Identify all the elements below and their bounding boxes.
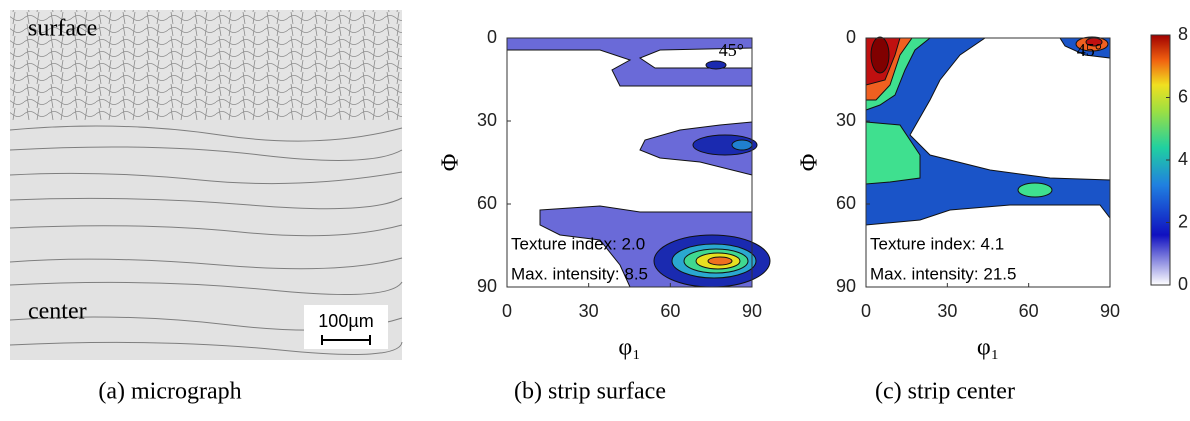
colorbar-tick-label: 4	[1178, 149, 1188, 169]
x-axis-label: φ₁	[618, 335, 640, 361]
scale-bar-box	[304, 305, 388, 349]
y-tick-label: 60	[836, 193, 856, 213]
plot-frame	[506, 37, 753, 288]
y-tick-label: 60	[477, 193, 497, 213]
colorbar-tick-label: 6	[1178, 86, 1188, 106]
scale-bar-label: 100µm	[318, 311, 373, 331]
x-tick-label: 0	[502, 301, 512, 321]
x-tick-label: 90	[742, 301, 762, 321]
angle-label: 45°	[1077, 40, 1102, 60]
odf-center	[865, 36, 1111, 226]
x-tick-label: 0	[861, 301, 871, 321]
texture-index: Texture index: 2.0	[511, 234, 645, 253]
y-tick-label: 30	[836, 110, 856, 130]
x-tick-label: 60	[660, 301, 680, 321]
max-intensity: Max. intensity: 21.5	[870, 264, 1016, 283]
colorbar-tick-label: 0	[1178, 274, 1188, 294]
y-tick-label: 90	[477, 276, 497, 296]
caption: (a) micrograph	[98, 379, 241, 405]
label: surface	[28, 16, 97, 42]
texture-index: Texture index: 4.1	[870, 234, 1004, 253]
x-tick-label: 30	[579, 301, 599, 321]
plot-frame	[865, 37, 1111, 288]
micrograph: surface center 100µm	[9, 10, 403, 360]
y-tick-label: 0	[487, 27, 497, 47]
y-tick-label: 0	[846, 27, 856, 47]
label: center	[28, 299, 87, 325]
y-axis-label: Φ	[797, 154, 823, 172]
y-axis-label: Φ	[438, 154, 464, 172]
x-tick-label: 90	[1100, 301, 1120, 321]
colorbar-tick-label: 2	[1178, 211, 1188, 231]
y-tick-label: 30	[477, 110, 497, 130]
odf-surface	[506, 37, 771, 288]
angle-label: 45°	[719, 40, 744, 60]
colorbar-tick-label: 8	[1178, 24, 1188, 44]
max-intensity: Max. intensity: 8.5	[511, 264, 648, 283]
x-tick-label: 60	[1019, 301, 1039, 321]
x-axis-label: φ₁	[977, 335, 999, 361]
caption: (c) strip center	[875, 379, 1015, 405]
caption: (b) strip surface	[514, 379, 666, 405]
x-tick-label: 30	[937, 301, 957, 321]
y-tick-label: 90	[836, 276, 856, 296]
scale-bar	[321, 335, 371, 345]
